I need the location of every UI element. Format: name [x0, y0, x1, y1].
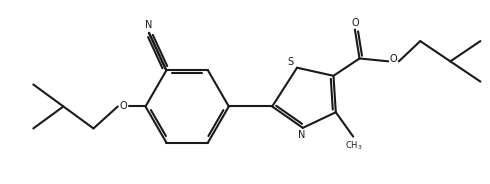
Text: CH$_3$: CH$_3$ — [345, 139, 363, 152]
Text: S: S — [287, 57, 293, 67]
Text: O: O — [389, 54, 397, 64]
Text: O: O — [351, 18, 359, 28]
Text: N: N — [298, 130, 305, 140]
Text: O: O — [120, 101, 127, 112]
Text: N: N — [146, 20, 153, 30]
